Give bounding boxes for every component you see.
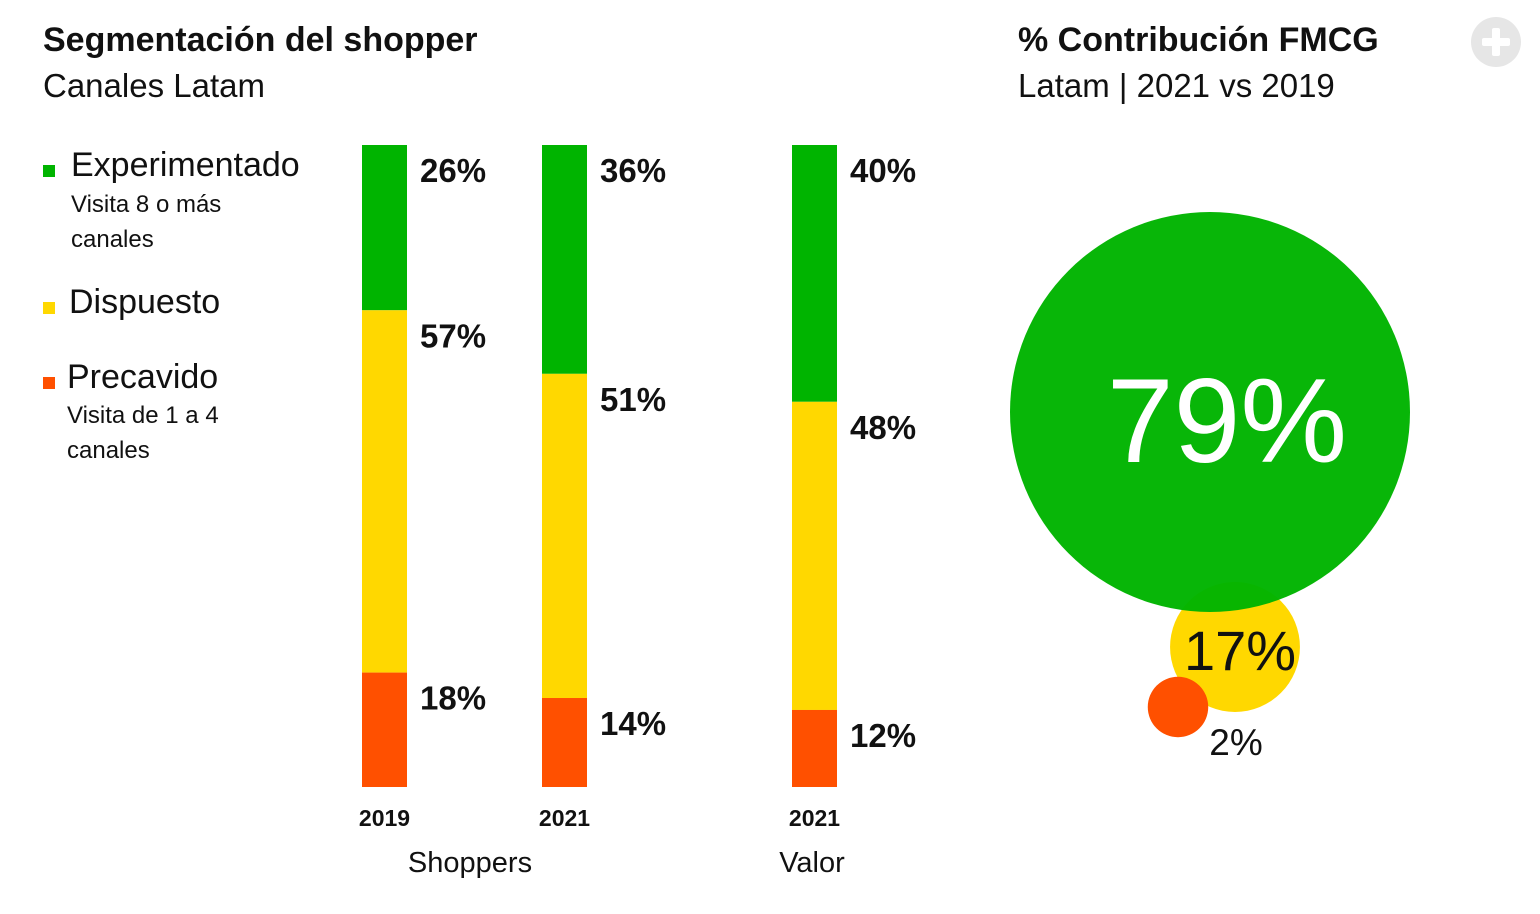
x-tick-label: 2019 [359,805,410,831]
legend-swatch-precavido [43,377,55,389]
legend-description: Visita de 1 a 4 canales [67,402,219,464]
plus-circle-icon[interactable] [1471,17,1521,67]
bar-segment-experimentado [542,145,587,374]
contribution-subtitle: Latam | 2021 vs 2019 [1018,67,1335,104]
group-label: Shoppers [408,847,532,879]
legend-label: Precavido [67,358,219,396]
bar-segment-experimentado [362,145,407,311]
legend-label: Experimentado [71,146,300,184]
x-tick-label: 2021 [539,805,590,831]
data-label: 40% [850,152,916,189]
legend-swatch-dispuesto [43,302,55,314]
chart-title: Segmentación del shopper [43,21,478,59]
data-label: 51% [600,381,666,418]
data-label: 18% [420,680,486,717]
bubble-experimentado [1010,212,1410,612]
contribution-title: % Contribución FMCG [1018,21,1379,59]
data-label: 36% [600,152,666,189]
data-label: 26% [420,152,486,189]
bar-segment-precavido [362,672,407,787]
data-label: 48% [850,409,916,446]
bubble-label-dispuesto: 17% [1184,619,1296,682]
bar-segment-dispuesto [542,373,587,699]
legend-description: Visita 8 o más canales [71,191,222,253]
data-label: 14% [600,705,666,742]
bubble-label-experimentado: 79% [1107,354,1347,488]
legend-swatch-experimentado [43,165,55,177]
plus-icon-vertical [1492,28,1500,56]
bubble-dispuesto [1170,582,1300,712]
bubble-precavido [1147,676,1209,738]
x-tick-label: 2021 [789,805,840,831]
data-label: 12% [850,717,916,754]
bar-segment-precavido [542,698,587,787]
data-label: 57% [420,317,486,354]
bubble-label-precavido: 2% [1209,722,1262,763]
bar-segment-dispuesto [362,310,407,673]
legend-label: Dispuesto [69,283,221,321]
group-label: Valor [779,847,845,879]
bar-segment-experimentado [792,145,837,402]
bar-segment-dispuesto [792,401,837,710]
chart-subtitle: Canales Latam [43,67,265,104]
bar-segment-precavido [792,709,837,787]
